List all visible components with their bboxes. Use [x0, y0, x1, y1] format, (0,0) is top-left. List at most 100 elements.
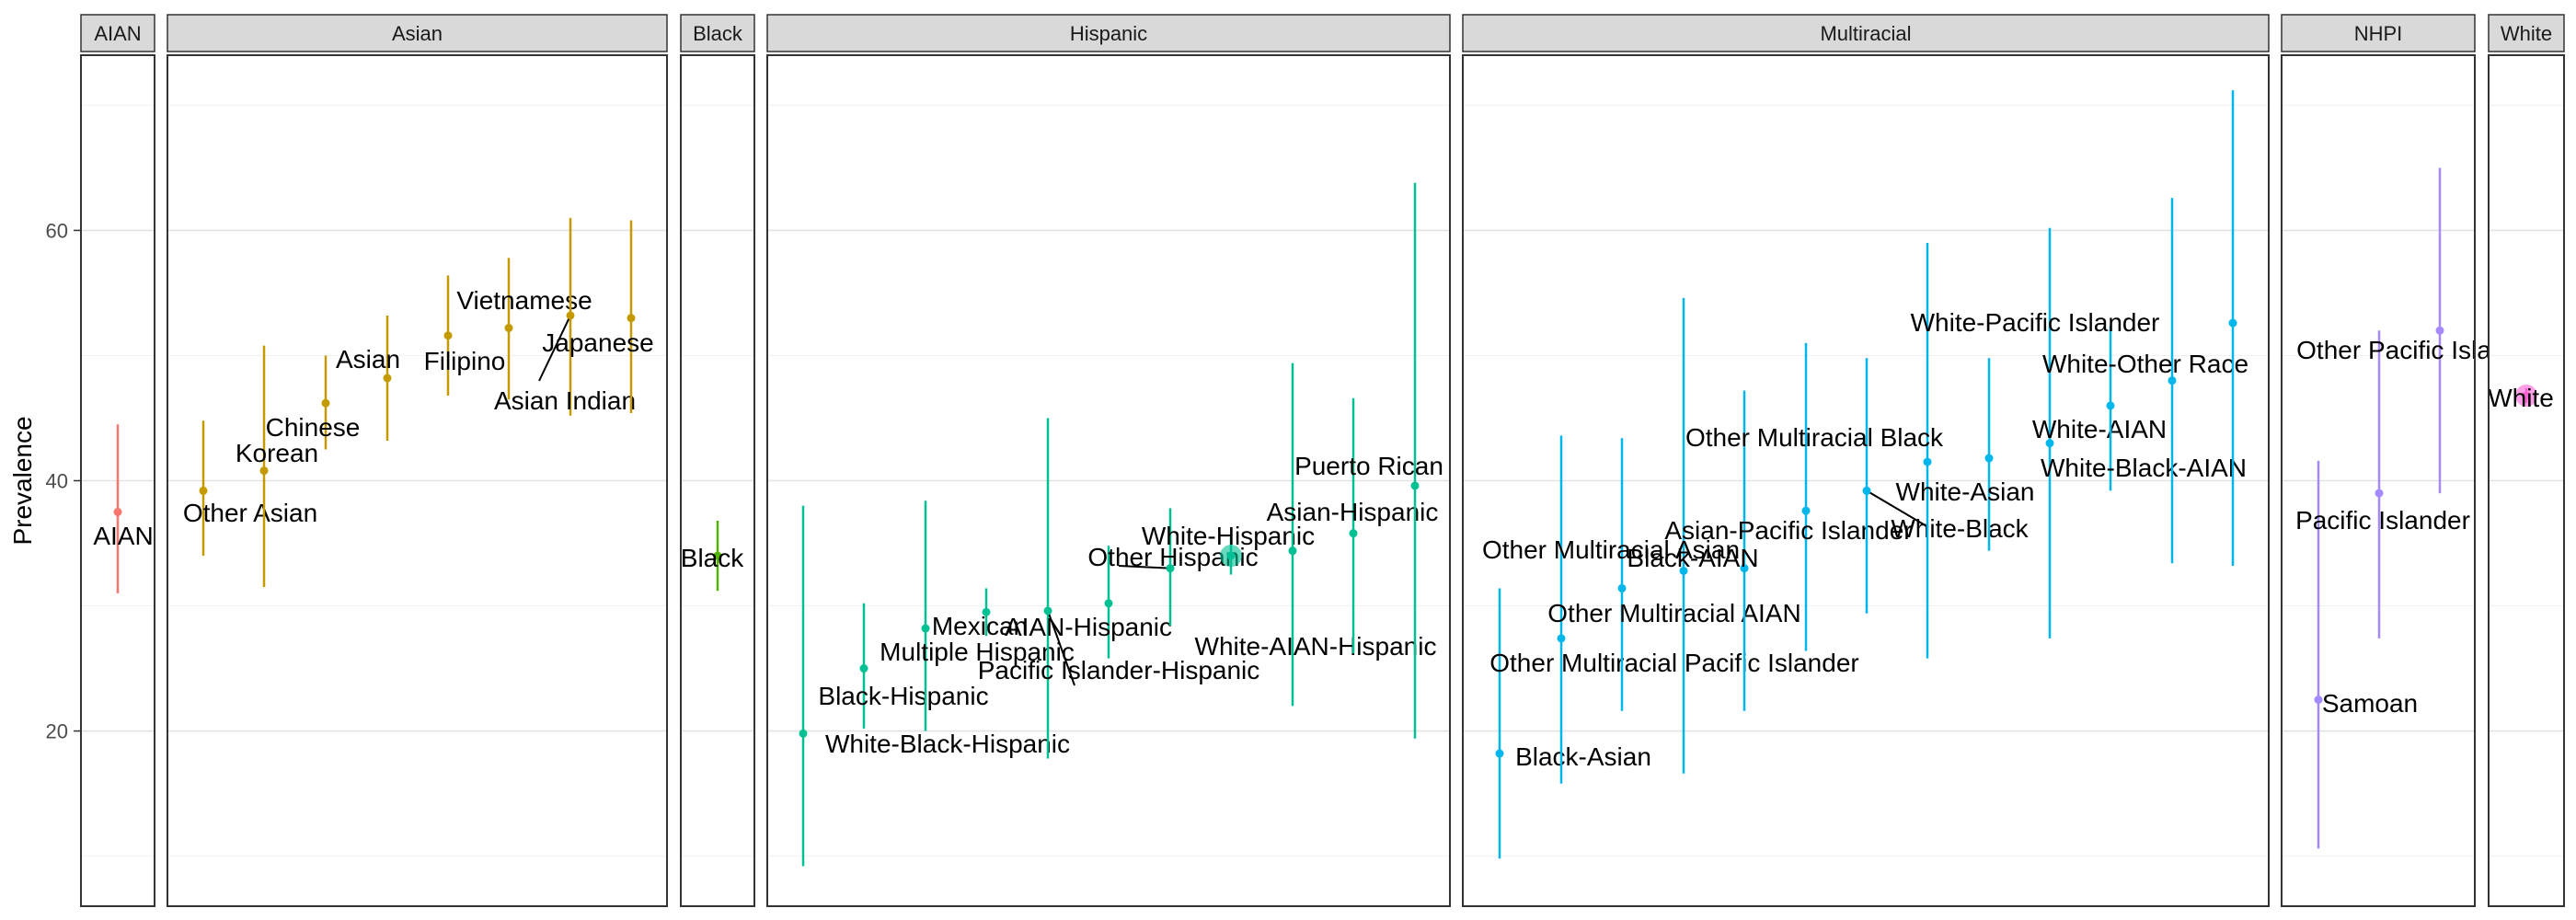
label-leader [1047, 610, 1075, 686]
facet-strip [766, 14, 1451, 52]
panel-border [80, 54, 155, 907]
label-leader [1118, 565, 1171, 569]
point-label: White-Pacific Islander [1911, 308, 2160, 337]
point-marker [1410, 481, 1420, 490]
point-marker [2522, 391, 2531, 400]
point-label: Puerto Rican [1294, 452, 1443, 480]
point-marker [627, 314, 636, 323]
point-marker [504, 324, 513, 333]
point-marker [1349, 529, 1358, 538]
point-label: Pacific Islander-Hispanic [978, 656, 1260, 684]
point-label: Pacific Islander [2295, 506, 2470, 535]
facet-aian: AIAN AIAN [80, 14, 155, 907]
facet-multiracial: Multiracial Black-Asian Other Multiracial … [1462, 14, 2270, 907]
y-tick-label-60: 60 [46, 219, 68, 242]
facet-strip [80, 14, 155, 52]
point-marker [1557, 634, 1566, 643]
facet-strip-label: Hispanic [1070, 22, 1147, 45]
point-marker [1862, 486, 1871, 495]
point-label: Chinese [266, 413, 361, 442]
point-marker [1984, 454, 1994, 463]
point-label: Vietnamese [456, 286, 592, 315]
point-label: White-Other Race [2042, 350, 2248, 378]
facet-strip-label: Asian [392, 22, 443, 45]
point-marker [2106, 401, 2115, 410]
panel-border [680, 54, 755, 907]
point-marker [199, 486, 208, 495]
y-axis-title: Prevalence [8, 416, 37, 545]
point-marker [1740, 564, 1749, 573]
point-label: Other Multiracial Black [1685, 423, 1944, 452]
point-label: Asian [336, 345, 400, 374]
point-marker [1495, 749, 1504, 758]
point-marker [2375, 489, 2384, 498]
point-label: Multiple Hispanic [880, 638, 1075, 666]
panel-border [2281, 54, 2476, 907]
facet-black: Black Black [680, 14, 755, 907]
point-label: White-AIAN-Hispanic [1195, 632, 1437, 661]
point-label: Asian Indian [494, 386, 636, 415]
point-marker [1104, 599, 1113, 608]
point-label: White [2488, 384, 2554, 412]
point-label: Samoan [2322, 689, 2418, 718]
facet-strip [2281, 14, 2476, 52]
facet-strip-label: AIAN [94, 22, 141, 45]
point-marker [113, 508, 122, 517]
point-label: Korean [236, 439, 318, 467]
point-label: Black [681, 544, 744, 572]
point-label: White-Black-AIAN [2041, 454, 2247, 482]
point-label: Filipino [424, 347, 506, 375]
point-label: Other Multiracial AIAN [1547, 599, 1800, 627]
point-marker [2314, 696, 2323, 705]
point-label: Asian-Hispanic [1267, 498, 1439, 526]
point-label: Mexican [932, 612, 1028, 640]
point-label: Asian-Pacific Islander [1664, 516, 1912, 545]
label-leader [538, 315, 571, 382]
facet-strip [680, 14, 755, 52]
point-marker [713, 551, 722, 560]
point-marker [1801, 506, 1811, 515]
facet-strip-label: Black [693, 22, 743, 45]
point-marker [1923, 457, 1932, 466]
facet-strip [2488, 14, 2565, 52]
point-label: White-Black-Hispanic [825, 730, 1070, 758]
panel-border [2488, 54, 2565, 907]
label-leader [1866, 489, 1929, 528]
point-marker [1166, 564, 1175, 573]
facet-hispanic: Hispanic White-Black-Hispanic Black-Hispan… [766, 14, 1451, 907]
point-marker [1043, 606, 1052, 615]
point-marker [2228, 318, 2237, 328]
point-marker [443, 331, 453, 340]
point-marker [982, 607, 991, 616]
point-marker [1679, 566, 1688, 575]
point-marker [921, 624, 930, 633]
facet-strip-label: Multiracial [1820, 22, 1911, 45]
facet-strip-label: NHPI [2354, 22, 2403, 45]
point-label: Other Asian [183, 499, 317, 527]
facet-strip [167, 14, 668, 52]
point-marker [259, 466, 269, 476]
point-label: Black-Asian [1515, 742, 1651, 771]
point-label: AIAN [93, 522, 153, 550]
point-marker [859, 664, 868, 673]
panel-border [1462, 54, 2270, 907]
point-marker [2168, 376, 2177, 385]
point-marker [2435, 326, 2444, 335]
point-label: Black-AIAN [1627, 544, 1758, 572]
point-label: Japanese [542, 328, 653, 357]
point-label: Other Multiracial Pacific Islander [1489, 649, 1858, 677]
point-marker [1226, 551, 1236, 560]
point-label: White-Asian [1896, 477, 2035, 506]
facet-strip [1462, 14, 2270, 52]
point-label: White-Black [1891, 514, 2029, 543]
panel-border [766, 54, 1451, 907]
point-marker [1617, 583, 1627, 592]
point-marker [1288, 546, 1297, 556]
y-tick-label-20: 20 [46, 720, 68, 743]
facet-white: White White [2488, 14, 2565, 907]
facet-strip-label: White [2501, 22, 2552, 45]
point-marker [2045, 439, 2054, 448]
